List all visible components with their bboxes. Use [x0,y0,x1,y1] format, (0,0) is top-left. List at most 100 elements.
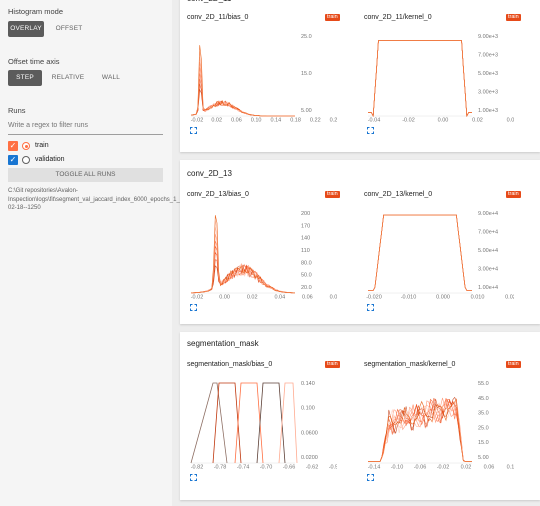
histogram-card: segmentation_mask/kernel_0 train 55.0 45.0 3… [364,361,534,491]
offset-time-axis-title: Offset time axis [8,57,60,66]
toggle-all-runs-button[interactable]: TOGGLE ALL RUNS [8,168,163,182]
histogram-trace [190,83,295,117]
y-tick-label: 9.00e+3 [478,34,498,40]
x-tick-label: 0.10 [507,465,514,470]
histogram-plot: 0.140 0.100 0.0600 0.0200 -0.82 -0.78 -0.74 -0.… [190,381,337,470]
histogram-trace [368,398,472,462]
histogram-card: conv_2D_11/bias_0 train 25.0 15.0 5.00 -0.02 0… [187,14,357,144]
histogram-trace [190,62,295,117]
histogram-trace [368,214,472,291]
x-tick-label: 0.26 [330,118,337,123]
histogram-trace [368,214,472,291]
x-tick-label: -0.78 [214,465,227,470]
x-tick-label: 0.020 [505,295,514,300]
x-tick-label: 0.06 [231,118,242,123]
run-label-validation: validation [35,156,65,163]
y-tick-label: 1.00e+3 [478,108,498,114]
radio-train[interactable] [22,142,30,150]
histogram-trace [368,214,472,291]
relative-button[interactable]: RELATIVE [51,74,85,81]
group-title: segmentation_mask [187,339,259,348]
y-tick-label: 170 [301,223,310,229]
y-tick-label: 0.0600 [301,430,318,436]
run-badge: train [325,14,340,21]
y-tick-label: 0.140 [301,381,315,387]
sidebar: Histogram mode OVERLAY OFFSET Offset tim… [0,0,230,506]
x-tick-label: 0.02 [461,465,472,470]
x-tick-label: -0.010 [401,295,417,300]
log-directory: C:\Git repositories\Avalon-Inspection\lo… [8,188,230,211]
x-tick-label: 0.00 [438,118,449,123]
histogram-plot: 55.0 45.0 35.0 25.0 15.0 5.00 -0.14 -0.10 -0.06 -… [368,381,514,470]
histogram-trace [368,40,472,118]
y-tick-label: 25.0 [478,425,489,431]
histogram-trace [212,382,242,464]
check-icon[interactable]: ✓ [8,141,18,151]
histogram-trace [190,220,295,294]
expand-icon[interactable] [190,304,197,311]
y-tick-label: 140 [301,236,310,242]
histogram-trace [190,51,295,117]
x-tick-label: 0.02 [472,118,483,123]
histogram-trace [278,382,298,464]
expand-icon[interactable] [367,127,374,134]
x-tick-label: 0.18 [290,118,301,123]
y-tick-label: 15.0 [478,440,489,446]
x-tick-label: 0.02 [247,295,258,300]
x-tick-label: -0.70 [260,465,273,470]
histogram-trace [368,40,472,118]
card-title: conv_2D_11/kernel_0 [364,14,432,21]
run-badge: train [506,14,521,21]
run-label-train: train [35,142,49,149]
histogram-trace [368,40,472,118]
wall-button[interactable]: WALL [101,74,121,81]
histogram-trace [368,40,472,118]
histogram-trace [191,227,295,294]
y-tick-label: 1.00e+4 [478,285,498,291]
x-tick-label: 0.06 [302,295,313,300]
histogram-trace [368,40,472,118]
x-tick-label: 0.010 [471,295,485,300]
check-icon[interactable]: ✓ [8,155,18,165]
histogram-trace [368,40,472,118]
y-tick-label: 110 [301,248,310,254]
histogram-card: segmentation_mask/bias_0 train 0.140 0.100 0… [187,361,357,491]
offset-button[interactable]: OFFSET [55,25,83,32]
expand-icon[interactable] [367,304,374,311]
radio-validation[interactable] [22,156,30,164]
tag-group-1: conv_2D_13 conv_2D_13/bias_0 train 200 170 14… [180,160,540,324]
card-title: segmentation_mask/bias_0 [187,361,273,368]
overlay-button[interactable]: OVERLAY [8,21,44,37]
histogram-trace [191,215,295,294]
expand-icon[interactable] [367,474,374,481]
expand-icon[interactable] [190,127,197,134]
run-badge: train [506,361,521,368]
y-tick-label: 15.0 [301,71,312,77]
x-tick-label: 0.02 [211,118,222,123]
card-title: conv_2D_13/kernel_0 [364,191,433,198]
y-tick-label: 25.0 [301,34,312,40]
expand-icon[interactable] [190,474,197,481]
group-title: conv_2D_13 [187,169,232,178]
y-tick-label: 55.0 [478,381,489,387]
histogram-trace [368,397,472,462]
histogram-mode-title: Histogram mode [8,7,64,16]
x-tick-label: 0.04 [507,118,514,123]
y-tick-label: 3.00e+4 [478,267,498,273]
y-tick-label: 45.0 [478,396,489,402]
histogram-plot: 200 170 140 110 80.0 50.0 20.0 -0.02 0.00 0.02 0.0… [190,211,337,300]
x-tick-label: -0.02 [437,465,450,470]
x-tick-label: -0.74 [237,465,250,470]
x-tick-label: 0.000 [436,295,450,300]
y-tick-label: 200 [301,211,310,217]
x-tick-label: 0.00 [219,295,230,300]
step-button[interactable]: STEP [8,70,42,86]
y-tick-label: 0.0200 [301,455,318,461]
histogram-trace [368,214,472,291]
card-title: segmentation_mask/kernel_0 [364,361,456,368]
y-tick-label: 0.100 [301,406,315,412]
x-tick-label: -0.62 [306,465,319,470]
run-filter-input[interactable]: Write a regex to filter runs [8,118,163,135]
histogram-card: conv_2D_11/kernel_0 train 9.00e+3 7.00e+3 5.… [364,14,534,144]
x-tick-label: -0.02 [402,118,415,123]
